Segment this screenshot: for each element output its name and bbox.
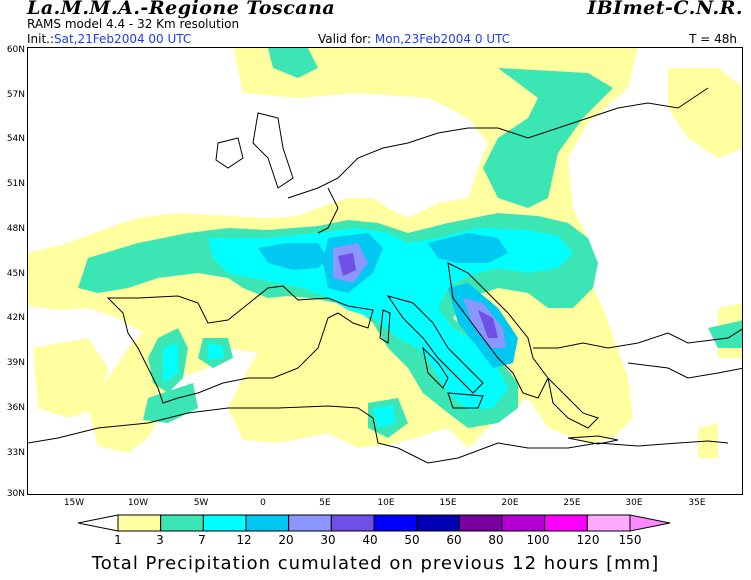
lon-label: 30E: [625, 498, 643, 508]
lon-label: 10W: [127, 498, 149, 508]
colorbar-swatch: [416, 514, 460, 532]
lat-label: 54N: [6, 134, 25, 144]
colorbar-label: 60: [446, 533, 462, 547]
colorbar-label: 80: [488, 533, 504, 547]
precipitation-map: [27, 47, 743, 495]
init-value: Sat,21Feb2004 00 UTC: [54, 32, 192, 46]
colorbar-swatch: [288, 514, 332, 532]
valid-label: Valid for:: [318, 32, 372, 46]
colorbar-cells: [117, 514, 631, 532]
lon-label: 5W: [193, 498, 209, 508]
colorbar-swatch: [117, 514, 162, 532]
colorbar-label: 120: [576, 533, 600, 547]
lat-label: 33N: [6, 448, 25, 458]
colorbar-label: 100: [526, 533, 550, 547]
valid-value: Mon,23Feb2004 0 UTC: [374, 32, 511, 46]
forecast-step: T = 48h: [689, 32, 737, 46]
colorbar-swatch: [160, 514, 204, 532]
valid-time: Valid for: Mon,23Feb2004 0 UTC: [318, 32, 510, 46]
lon-label: 15W: [63, 498, 85, 508]
lat-label: 48N: [6, 224, 25, 234]
colorbar-swatch: [373, 514, 418, 532]
precip-colorbar: [77, 514, 671, 532]
lat-label: 30N: [6, 489, 25, 499]
precip-band-3: [163, 228, 573, 428]
legend-caption: Total Precipitation cumulated on previou…: [91, 553, 660, 574]
precip-band-6: [338, 253, 498, 338]
colorbar-label: 30: [320, 533, 336, 547]
colorbar-swatch: [202, 514, 247, 532]
colorbar-swatch: [458, 514, 503, 532]
lon-label: 25E: [563, 498, 581, 508]
colorbar-arrow-high: [629, 514, 671, 532]
model-info: RAMS model 4.4 - 32 Km resolution: [27, 17, 240, 31]
colorbar-swatch: [501, 514, 546, 532]
colorbar-label: 1: [114, 533, 122, 547]
init-time: Init.:Sat,21Feb2004 00 UTC: [27, 32, 191, 46]
coastlines: [28, 87, 742, 464]
colorbar-arrow-low: [77, 514, 119, 532]
init-label: Init.:: [27, 32, 55, 46]
lat-label: 36N: [6, 403, 25, 413]
colorbar-label: 7: [198, 533, 206, 547]
colorbar-label: 40: [362, 533, 378, 547]
lon-label: 0: [260, 498, 266, 508]
lat-label: 51N: [6, 179, 25, 189]
colorbar-label: 20: [278, 533, 294, 547]
colorbar-label: 12: [236, 533, 252, 547]
colorbar-label: 50: [404, 533, 420, 547]
lat-label: 39N: [6, 358, 25, 368]
colorbar-swatch: [330, 514, 375, 532]
colorbar-label: 150: [618, 533, 642, 547]
lat-label: 42N: [6, 313, 25, 323]
lon-label: 20E: [501, 498, 519, 508]
title-ibimet: IBImet-C.N.R.: [587, 0, 743, 19]
colorbar-swatch: [245, 514, 290, 532]
lon-label: 10E: [377, 498, 395, 508]
title-lamma: La.M.M.A.-Regione Toscana: [27, 0, 336, 19]
lat-label: 57N: [6, 90, 25, 100]
lon-label: 5E: [319, 498, 331, 508]
lon-label: 35E: [688, 498, 706, 508]
lon-label: 15E: [439, 498, 457, 508]
lat-label: 60N: [6, 45, 25, 55]
lat-label: 45N: [6, 269, 25, 279]
map-canvas: [28, 48, 742, 464]
colorbar-label: 3: [156, 533, 164, 547]
colorbar-swatch: [544, 514, 588, 532]
colorbar-swatch: [586, 514, 631, 532]
